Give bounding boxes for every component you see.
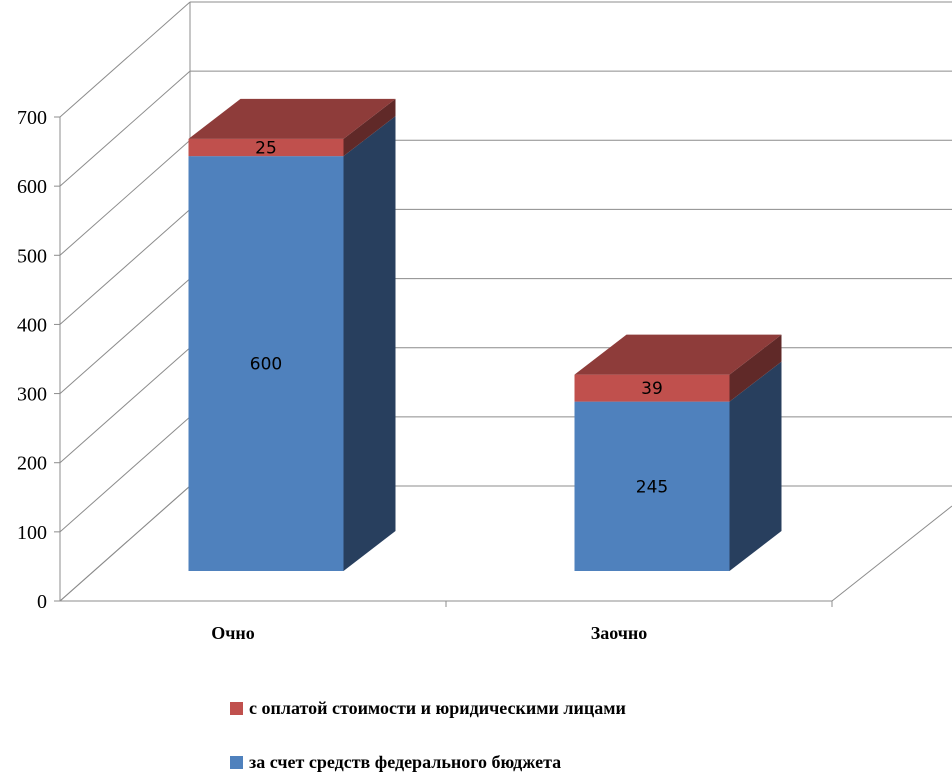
y-tick-label: 700 — [17, 107, 47, 129]
data-label: 39 — [641, 379, 663, 399]
bar-side-paid — [343, 98, 396, 157]
bar-side-federal — [729, 361, 782, 571]
bar-side-federal — [343, 116, 396, 572]
legend-swatch-paid — [230, 702, 243, 715]
bar-side-paid — [729, 334, 782, 402]
legend-item-federal: за счет средств федерального бюджета — [230, 752, 561, 773]
bar-top-paid — [574, 334, 782, 375]
y-tick-label: 600 — [17, 176, 47, 198]
y-tick-label: 300 — [17, 384, 47, 406]
gridline-diag — [59, 416, 191, 533]
data-label: 600 — [250, 355, 282, 375]
data-label: 25 — [255, 139, 277, 159]
bar-front-federal — [188, 156, 344, 571]
legend-label-federal: за счет средств федерального бюджета — [249, 752, 562, 772]
bar-top-paid — [188, 98, 396, 139]
legend-item-paid: с оплатой стоимости и юридическими лицам… — [230, 698, 626, 719]
y-tick-label: 400 — [17, 314, 47, 336]
floor-right-edge — [831, 505, 952, 602]
data-label: 245 — [636, 477, 668, 497]
gridline-diag — [59, 347, 191, 464]
x-category-label: Заочно — [591, 623, 648, 643]
y-tick-label: 200 — [17, 453, 47, 475]
y-tick-label: 100 — [17, 522, 47, 544]
gridline-diag — [59, 209, 191, 325]
bar-front-paid — [574, 374, 730, 402]
x-category-label: Очно — [211, 623, 255, 643]
gridline-diag — [59, 485, 191, 602]
y-tick-label: 0 — [37, 591, 47, 613]
gridline-diag — [59, 70, 191, 187]
gridline-diag — [59, 278, 191, 394]
legend-swatch-federal — [230, 756, 243, 769]
gridline-diag — [59, 1, 191, 118]
legend-label-paid: с оплатой стоимости и юридическими лицам… — [249, 698, 626, 718]
gridline-diag — [59, 139, 191, 256]
bar-front-federal — [574, 401, 730, 571]
y-tick-label: 500 — [17, 245, 47, 267]
bar-front-paid — [188, 138, 344, 157]
